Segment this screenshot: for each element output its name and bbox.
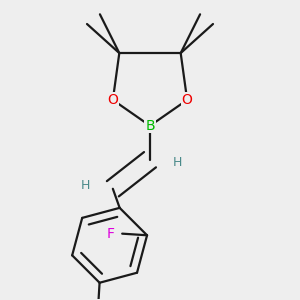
Text: B: B: [145, 119, 155, 133]
Text: H: H: [81, 179, 90, 192]
Text: O: O: [107, 93, 118, 107]
Text: H: H: [173, 156, 182, 170]
Text: O: O: [182, 93, 193, 107]
Text: F: F: [106, 227, 115, 241]
